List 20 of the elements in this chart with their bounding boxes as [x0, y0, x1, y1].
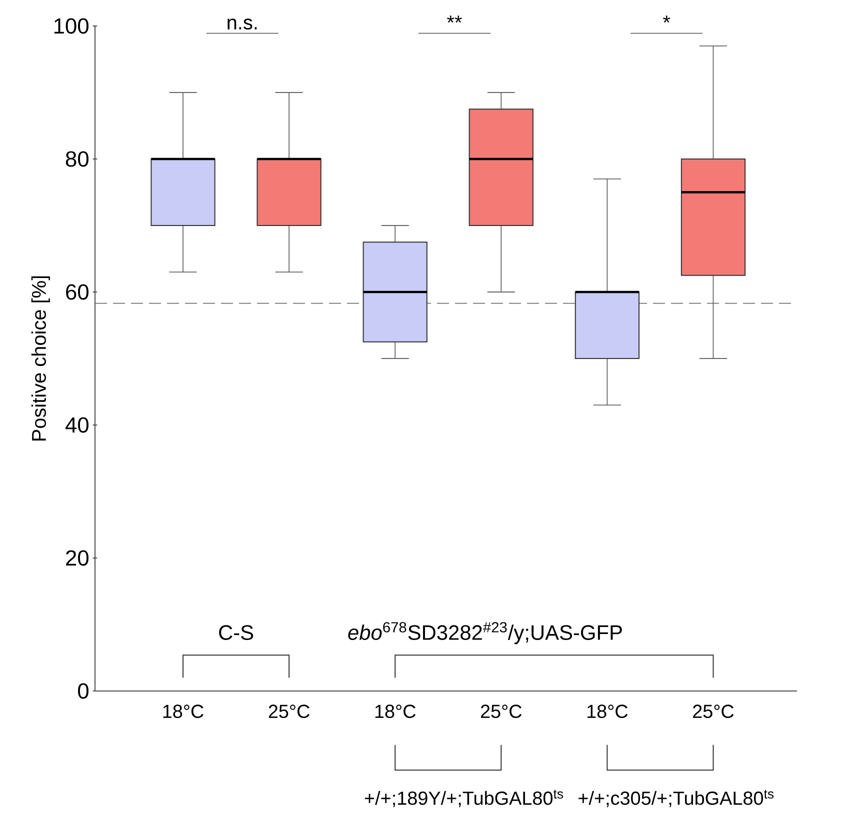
- x-tick-label: 25°C: [693, 704, 734, 718]
- x-tick-label: 18°C: [375, 704, 416, 718]
- y-tick-label: 60: [66, 284, 88, 300]
- x-tick-label: 18°C: [587, 704, 628, 718]
- x-tick-label: 25°C: [268, 704, 310, 718]
- text: +/+;189Y/+;TubGAL80$^{ts}$: [364, 790, 564, 808]
- text: *: [663, 16, 670, 23]
- y-axis-title: Positive choice [%]: [31, 276, 50, 440]
- x-tick-label: 25°C: [480, 704, 522, 718]
- y-tick-label: 80: [66, 151, 88, 167]
- y-tick-label: 0: [78, 683, 88, 699]
- y-tick-label: 40: [65, 417, 88, 433]
- text: **: [447, 16, 462, 23]
- y-tick-label: 100: [54, 18, 88, 34]
- annotation: n.s.: [228, 18, 257, 30]
- annotation: ebo$^{678}$SD3282$^{#23}$/y;UAS-GFP: [348, 622, 622, 644]
- text: +/+;c305/+;TubGAL80$^{ts}$: [578, 790, 774, 808]
- y-tick-label: 20: [66, 550, 88, 566]
- x-tick-label: 18°C: [163, 704, 204, 718]
- annotation: C-S: [219, 625, 254, 640]
